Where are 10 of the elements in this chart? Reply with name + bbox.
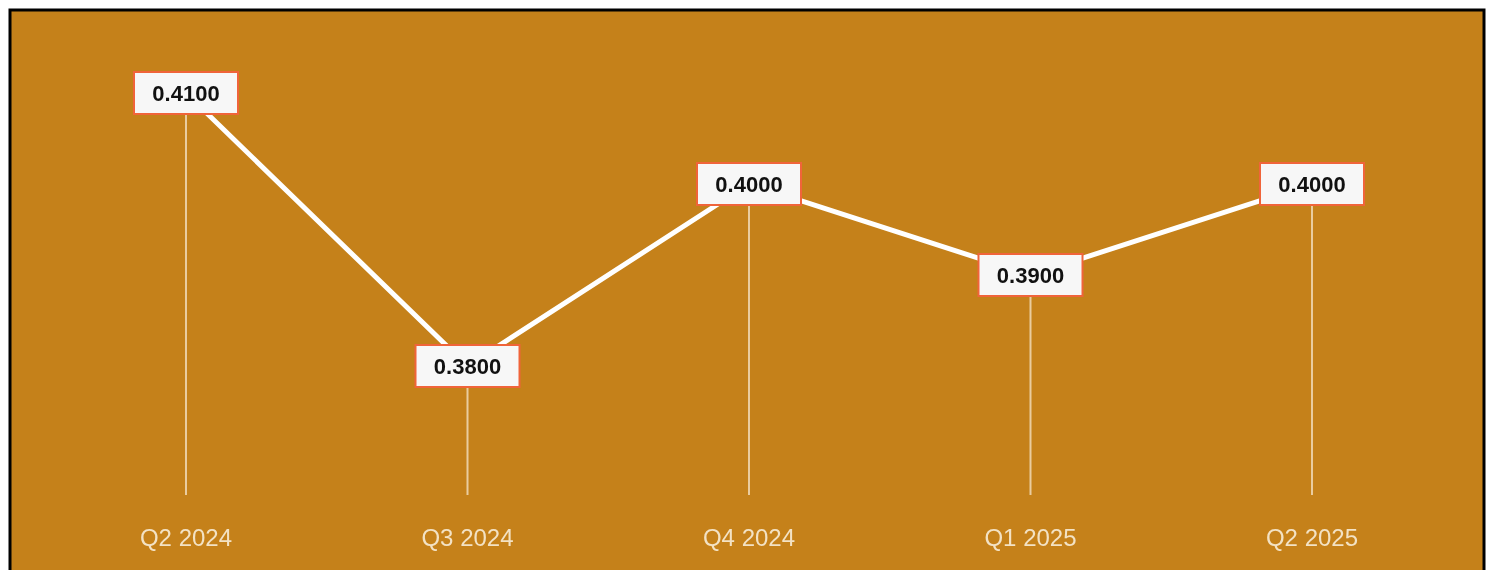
data-label: 0.4000 [1278, 172, 1346, 197]
x-tick-label: Q4 2024 [702, 524, 796, 551]
x-tick-label: Q1 2025 [984, 524, 1077, 551]
x-tick-label: Q2 2025 [1265, 524, 1359, 551]
data-label: 0.3800 [433, 354, 502, 379]
x-tick-label: Q3 2024 [421, 524, 514, 551]
data-label: 0.3900 [996, 263, 1065, 288]
data-label: 0.4000 [715, 172, 783, 197]
x-tick-label: Q2 2024 [139, 524, 233, 551]
data-label: 0.4100 [152, 81, 220, 106]
